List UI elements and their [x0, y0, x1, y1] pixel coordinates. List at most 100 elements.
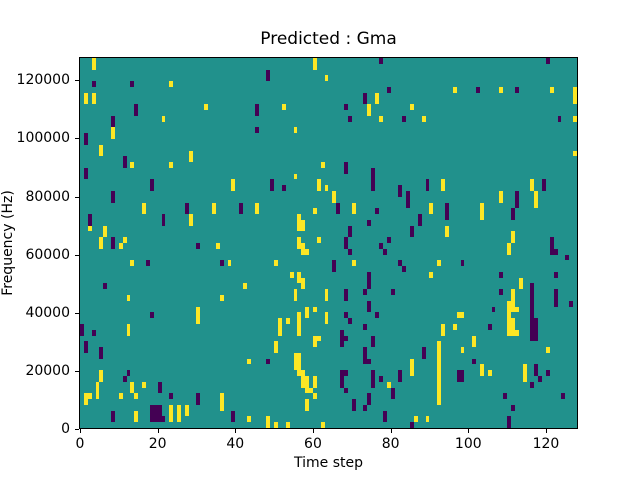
heatmap-cell-high	[219, 295, 224, 301]
heatmap-cell-high	[301, 248, 306, 255]
y-tick-mark	[75, 80, 79, 82]
heatmap-cell-high	[130, 387, 135, 394]
heatmap-cell-high	[134, 393, 139, 400]
heatmap-cell-low	[239, 208, 244, 215]
heatmap-cell-high	[351, 208, 356, 215]
heatmap-cell-high	[177, 410, 181, 417]
heatmap-cell-high	[301, 283, 306, 290]
heatmap-cell-high	[530, 185, 535, 191]
heatmap-cell-high	[573, 115, 577, 122]
heatmap-cell-low	[351, 399, 356, 405]
x-tick-label: 60	[304, 436, 322, 452]
heatmap-cell-low	[153, 410, 158, 417]
heatmap-cell-high	[425, 416, 430, 423]
heatmap-cell-low	[510, 208, 515, 215]
heatmap-cell-low	[386, 86, 391, 93]
heatmap-cell-low	[122, 162, 127, 168]
heatmap-cell-high	[573, 150, 577, 157]
heatmap-cell-low	[499, 289, 504, 296]
heatmap-cell-low	[371, 341, 376, 348]
heatmap-cell-high	[142, 202, 146, 209]
heatmap-cell-high	[429, 271, 434, 278]
heatmap-cell-low	[514, 202, 519, 209]
heatmap-cell-high	[332, 196, 337, 203]
heatmap-cell-high	[429, 202, 434, 209]
heatmap-cell-low	[347, 225, 352, 232]
x-tick-label: 120	[532, 436, 560, 452]
heatmap-cell-high	[522, 370, 527, 376]
heatmap-cell-high	[320, 422, 325, 428]
heatmap-cell-high	[545, 347, 550, 353]
heatmap-cell-low	[340, 341, 345, 348]
heatmap-cell-high	[297, 219, 302, 226]
heatmap-cell-low	[530, 329, 535, 336]
heatmap-cell-high	[130, 381, 135, 388]
heatmap-cell-low	[363, 347, 368, 353]
heatmap-cell-low	[375, 208, 379, 215]
heatmap-cell-high	[324, 312, 329, 319]
heatmap-cell-high	[297, 370, 302, 376]
y-tick-label: 80000	[25, 188, 70, 205]
heatmap-cell-high	[87, 225, 92, 232]
heatmap-cell-low	[503, 393, 508, 400]
heatmap-cell-low	[565, 254, 570, 261]
heatmap-cell-high	[437, 347, 442, 353]
heatmap-cell-high	[122, 237, 127, 243]
heatmap-cell-low	[542, 179, 546, 186]
heatmap-cell-high	[293, 295, 298, 301]
heatmap-cell-high	[510, 306, 515, 313]
heatmap-cell-high	[83, 92, 88, 99]
heatmap-cell-high	[507, 312, 511, 319]
heatmap-cell-low	[456, 375, 461, 382]
x-axis-ticks: 0 20 40 60 80 100 120	[76, 429, 577, 459]
heatmap-cell-low	[398, 260, 403, 267]
heatmap-cell-low	[460, 370, 465, 376]
heatmap-cell-high	[297, 271, 302, 278]
heatmap-cell-low	[367, 277, 372, 284]
heatmap-cell-high	[297, 323, 302, 330]
heatmap-cell-high	[499, 190, 504, 197]
heatmap-cell-high	[518, 283, 523, 290]
heatmap-cell-low	[456, 370, 461, 376]
heatmap-cell-low	[363, 404, 368, 411]
heatmap-cell-low	[83, 133, 88, 139]
heatmap-cell-high	[83, 399, 88, 405]
heatmap-cell-high	[534, 196, 539, 203]
heatmap-cell-high	[177, 416, 181, 423]
heatmap-cell-low	[410, 231, 414, 238]
heatmap-cell-high	[472, 341, 477, 348]
heatmap-cell-high	[219, 399, 224, 405]
heatmap-cell-low	[514, 86, 519, 93]
heatmap-cell-high	[99, 144, 104, 151]
heatmap-cell-high	[522, 375, 527, 382]
heatmap-cell-low	[460, 375, 465, 382]
heatmap-cell-high	[421, 115, 426, 122]
heatmap-cell-low	[371, 370, 376, 376]
x-tick-mark	[468, 429, 470, 433]
heatmap-cell-low	[514, 196, 519, 203]
heatmap-cell-low	[530, 323, 535, 330]
heatmap-cell-low	[344, 162, 348, 168]
heatmap-cell-high	[91, 92, 96, 99]
heatmap-cell-low	[367, 300, 372, 307]
heatmap-cell-high	[103, 231, 108, 238]
heatmap-cell-low	[530, 312, 535, 319]
heatmap-cell-high	[297, 243, 302, 249]
heatmap-cell-high	[452, 86, 457, 93]
heatmap-cell-high	[316, 335, 321, 342]
heatmap-cell-high	[91, 58, 96, 64]
heatmap-cell-low	[231, 410, 236, 417]
heatmap-cell-low	[382, 410, 387, 417]
heatmap-cell-low	[111, 196, 115, 203]
heatmap-cell-low	[239, 202, 244, 209]
heatmap-cell-low	[219, 260, 224, 267]
heatmap-cell-low	[344, 104, 348, 111]
heatmap-cell-high	[460, 347, 465, 353]
heatmap-cell-low	[83, 347, 88, 353]
heatmap-cell-low	[534, 323, 539, 330]
heatmap-cell-high	[410, 358, 414, 365]
heatmap-cell-low	[371, 179, 376, 186]
heatmap-cell-high	[378, 115, 383, 122]
heatmap-cell-high	[293, 358, 298, 365]
x-tick-mark	[312, 429, 314, 433]
